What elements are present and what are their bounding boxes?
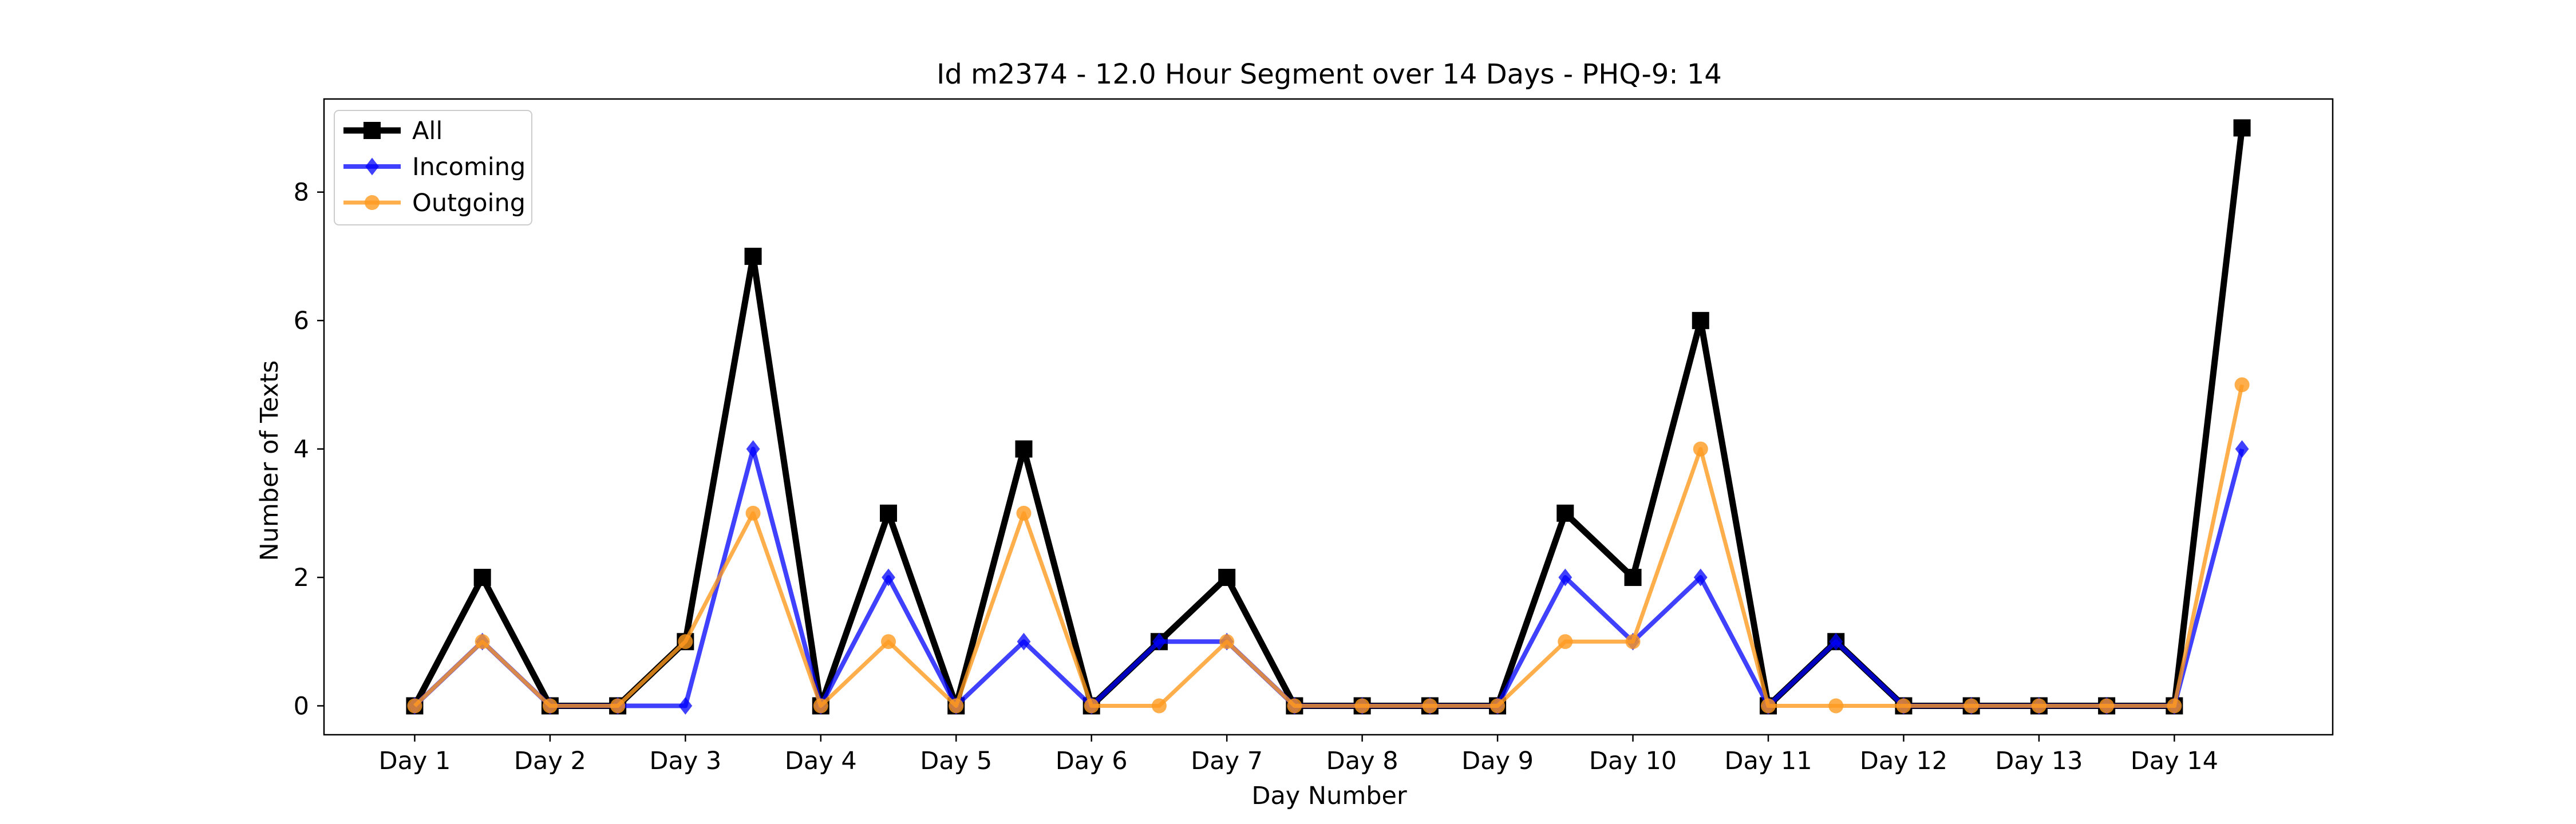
x-tick-label: Day 12: [1860, 747, 1947, 775]
x-tick-label: Day 2: [514, 747, 586, 775]
data-point-outgoing: [881, 634, 896, 649]
data-point-all: [1218, 569, 1236, 587]
x-tick-label: Day 3: [649, 747, 721, 775]
legend-box: [334, 110, 532, 225]
x-axis-label: Day Number: [1251, 782, 1407, 810]
data-point-all: [1556, 504, 1574, 522]
data-point-outgoing: [1896, 698, 1911, 714]
data-point-incoming: [882, 568, 895, 587]
data-point-outgoing: [1219, 634, 1235, 649]
x-tick-label: Day 11: [1724, 747, 1812, 775]
data-point-all: [1624, 569, 1642, 587]
data-point-outgoing: [1084, 698, 1099, 714]
data-point-outgoing: [949, 698, 964, 714]
data-point-incoming: [1017, 632, 1031, 651]
x-tick-label: Day 8: [1326, 747, 1398, 775]
x-tick-label: Day 5: [920, 747, 992, 775]
data-point-incoming: [1693, 568, 1708, 587]
x-axis-ticks: Day 1 Day 2 Day 3 Day 4 Day 5 Day 6 Day 7 Day 8…: [378, 735, 2218, 775]
data-point-outgoing: [2234, 377, 2250, 393]
data-point-incoming: [678, 697, 693, 715]
x-tick-label: Day 10: [1589, 747, 1677, 775]
data-point-incoming: [2235, 440, 2249, 458]
plot-frame: [323, 98, 2334, 736]
data-point-all: [1015, 440, 1033, 458]
data-point-all: [880, 504, 898, 522]
data-point-incoming: [1829, 632, 1843, 651]
series-lines: [406, 119, 2251, 715]
data-point-outgoing: [1354, 698, 1370, 714]
y-tick-label: 2: [294, 564, 309, 592]
legend-label-incoming: Incoming: [412, 153, 526, 181]
x-tick-label: Day 1: [378, 747, 451, 775]
x-tick-label: Day 14: [2131, 747, 2218, 775]
series-line-incoming: [413, 446, 2245, 708]
data-point-incoming: [1152, 632, 1166, 651]
data-point-outgoing: [2099, 698, 2115, 714]
y-axis-label: Number of Texts: [255, 360, 284, 561]
data-point-outgoing: [1625, 634, 1641, 649]
data-point-outgoing: [813, 698, 828, 714]
series-line-all: [412, 127, 2246, 709]
legend-marker-incoming: [365, 157, 379, 176]
data-point-all: [744, 247, 762, 265]
chart-title: Id m2374 - 12.0 Hour Segment over 14 Day…: [937, 58, 1722, 90]
data-point-incoming: [1558, 568, 1573, 587]
data-point-outgoing: [1287, 698, 1302, 714]
y-tick-label: 4: [294, 435, 309, 464]
legend: All Incoming Outgoing: [334, 110, 532, 225]
legend-marker-outgoing: [365, 195, 380, 210]
x-tick-label: Day 4: [785, 747, 857, 775]
data-point-outgoing: [1963, 698, 1979, 714]
data-point-all: [2233, 119, 2251, 137]
data-point-outgoing: [1760, 698, 1776, 714]
series-incoming: [408, 440, 2249, 715]
data-point-outgoing: [745, 505, 761, 521]
data-point-outgoing: [2167, 698, 2182, 714]
data-point-outgoing: [1693, 441, 1708, 457]
x-tick-label: Day 6: [1056, 747, 1128, 775]
data-point-incoming: [746, 440, 760, 458]
data-point-outgoing: [678, 634, 693, 649]
data-point-outgoing: [1558, 634, 1573, 649]
y-tick-label: 6: [294, 307, 309, 335]
legend-label-all: All: [412, 117, 442, 145]
data-point-all: [473, 569, 491, 587]
plot-area: [323, 98, 2334, 736]
data-point-outgoing: [1151, 698, 1167, 714]
data-point-outgoing: [475, 634, 490, 649]
data-point-outgoing: [610, 698, 626, 714]
data-point-outgoing: [1016, 505, 1032, 521]
data-point-outgoing: [1828, 698, 1844, 714]
legend-label-outgoing: Outgoing: [412, 189, 526, 217]
data-point-outgoing: [2031, 698, 2046, 714]
y-tick-label: 8: [294, 179, 309, 207]
legend-marker-all: [364, 122, 381, 139]
series-all: [406, 119, 2251, 715]
x-tick-label: Day 7: [1191, 747, 1263, 775]
x-tick-label: Day 13: [1995, 747, 2083, 775]
data-point-outgoing: [542, 698, 558, 714]
data-point-outgoing: [1422, 698, 1437, 714]
y-tick-label: 0: [294, 692, 309, 721]
data-point-outgoing: [1490, 698, 1506, 714]
data-point-outgoing: [407, 698, 422, 714]
series-outgoing: [407, 377, 2250, 714]
series-line-outgoing: [413, 384, 2244, 708]
data-point-all: [1692, 312, 1709, 330]
x-tick-label: Day 9: [1461, 747, 1534, 775]
y-axis-ticks: 0 2 4 6 8: [294, 179, 324, 721]
